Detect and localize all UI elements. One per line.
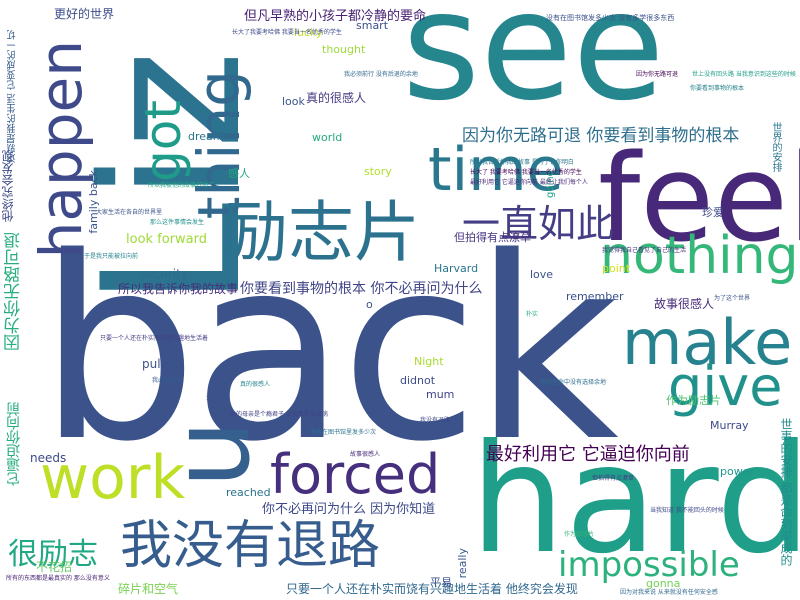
word-forced: forced [270, 443, 441, 506]
small-phrase: 所有的东西都是最真实的 那么没有意义 [6, 575, 110, 582]
word-story: story [364, 165, 392, 178]
word-murray: Murray [710, 419, 749, 432]
word-suipian: 碎片和空气 [118, 582, 179, 596]
phrase-zhende: 真的很感人 [306, 91, 367, 105]
small-phrase: 朴实 [526, 311, 539, 318]
small-phrase: 故事很感人 [350, 451, 381, 458]
word-smart: smart [356, 19, 389, 32]
word-night: Night [414, 355, 444, 368]
small-phrase: 因为对我来说 从来就没有任何安全感 [620, 589, 718, 596]
small-phrase: 长大了 我要考哈佛 我要当一名优秀的学生 [470, 169, 582, 176]
word-familyback: family back [87, 170, 100, 234]
small-phrase: 我觉得我自己看见了自己的生活 [602, 247, 687, 254]
word-world: world [312, 131, 343, 144]
word-meiyou: 我没有退路 [120, 516, 381, 576]
word-see: see [402, 0, 665, 134]
phrase-shishi: 世事的安排 都是命到渠成的 [779, 418, 793, 566]
word-power: power [720, 465, 754, 478]
word-harvard: Harvard [434, 262, 479, 275]
word-thought: thought [322, 43, 366, 56]
small-phrase: 但拍得有点潦草 [592, 475, 635, 482]
small-phrase: 所以我被他的故事打动了 [148, 182, 215, 189]
small-phrase: 没有在图书馆发多少次 没有多学很多东西 [546, 14, 675, 22]
small-phrase: 最好利用它 它逼迫你向前 最终让我们每个人 [470, 179, 588, 186]
small-phrase: 所以我告诉你我的故事 是为了让你明白 [470, 159, 574, 166]
word-impossible: impossible [558, 545, 740, 585]
word-feel: feel [598, 130, 800, 269]
small-phrase: 世上没有回头路 当我意识到这些的时候 [692, 71, 796, 78]
word-didnot: didnot [400, 374, 436, 387]
phrase-yaokan: 你要看到事物的根本 你不必再问为什么 [240, 281, 483, 297]
word-lizhipian: 励志片 [222, 194, 420, 271]
phrase-fanshi: 但凡早熟的小孩子都冷静的要命 [244, 9, 427, 24]
phrase-suoyi: 所以我告诉你我的故事 [118, 282, 239, 296]
small-phrase: 大家生活在各自的世界里 [96, 209, 163, 216]
small-phrase: 没有后退 [206, 395, 231, 402]
word-pulled: pulled [142, 357, 179, 371]
word-henlizhi: 很励志 [8, 537, 98, 572]
phrase-gushi: 故事很感人 [654, 297, 715, 311]
word-dream: dream [188, 130, 224, 143]
phrase-shijie: 世界的安排 [770, 122, 781, 172]
word-really: really [456, 548, 469, 579]
word-lookforward: look forward [126, 232, 208, 247]
word-point: point [602, 262, 631, 275]
small-phrase: 你要看到事物的根本 [690, 85, 745, 92]
word-happen: happen [27, 40, 95, 259]
word-pingyi: 平易 [430, 576, 452, 589]
small-phrase: 当我知道 我不能回头的时候 [650, 507, 724, 514]
word-u: u [149, 419, 275, 489]
small-phrase: 我的生命中没有选择余地 [540, 379, 607, 386]
word-ganren: 感人 [228, 167, 250, 180]
small-phrase: 那么这件事情会发生 [150, 219, 205, 226]
phrase-zuihao: 最好利用它 它逼迫你向前 [486, 444, 690, 465]
phrase-daoyao: 这就是我的生活 它变成的一切 [7, 30, 18, 164]
word-needs: needs [30, 451, 67, 465]
word-security: security [140, 267, 188, 281]
small-phrase: 作为励志片 [564, 531, 595, 538]
word-give: give [668, 355, 783, 418]
small-phrase: 我必须前行 没有后退的余地 [344, 71, 418, 78]
phrase-genghao: 更好的世界 [54, 7, 115, 21]
phrase-yinwei-left: 因为你无路可退 [4, 232, 24, 351]
word-yizhi: 一直如此 [462, 202, 615, 246]
small-phrase: 他的母亲是个瘾君子 父亲患有艾滋病 [230, 411, 328, 418]
word-look: look [282, 95, 305, 108]
word-time: time [428, 135, 564, 205]
word-hard: hard [470, 413, 800, 587]
word-reached: reached [226, 486, 271, 499]
phrase-gengcao: 但拍得有点潦草 [454, 231, 531, 244]
small-phrase: 只要一个人还在朴实而饶有兴趣地生活着 [100, 335, 209, 342]
small-phrase: 真的很感人 [240, 381, 271, 388]
word-got: got [134, 100, 192, 182]
word-zhenai: 珍爱 [702, 206, 724, 219]
small-phrase: 没有在图书馆里发多少次 [310, 429, 377, 436]
small-phrase: 为了这个世界 [714, 295, 751, 302]
word-lucky: lucky [294, 26, 323, 39]
phrase-bubi: 你不必再问为什么 因为你知道 [262, 502, 436, 517]
word-mum: mum [426, 388, 455, 401]
small-phrase: 我没有退路 [420, 417, 451, 424]
word-make: make [622, 306, 793, 379]
phrase-yinwei-top: 因为你无路可退 你要看到事物的根本 [462, 126, 740, 146]
word-gonna: gonna [646, 577, 681, 590]
small-phrase: 于是我只能被拉向前 [84, 253, 139, 260]
word-remember: remember [566, 290, 624, 303]
phrase-tabi: 它逼迫你向前 [6, 402, 22, 486]
word-back: back [38, 204, 619, 497]
small-phrase: 长大了我要考哈佛 我要当一名优秀的学生 [232, 29, 342, 36]
phrase-zhiyao: 只要一个人还在朴实而饶有兴趣地生活着 他终究会发现 [286, 582, 578, 596]
word-love: love [530, 268, 554, 281]
word-zuoweilizhipian: 作为励志片 [666, 394, 721, 407]
word-buhuazhao: 不花招 [36, 560, 73, 574]
small-phrase: 因为你无路可退 [636, 71, 679, 78]
word-o: o [366, 298, 373, 311]
word-nothing: nothing [600, 226, 799, 286]
small-phrase: 我必须前行 [152, 377, 183, 384]
word-work: work [40, 443, 186, 513]
